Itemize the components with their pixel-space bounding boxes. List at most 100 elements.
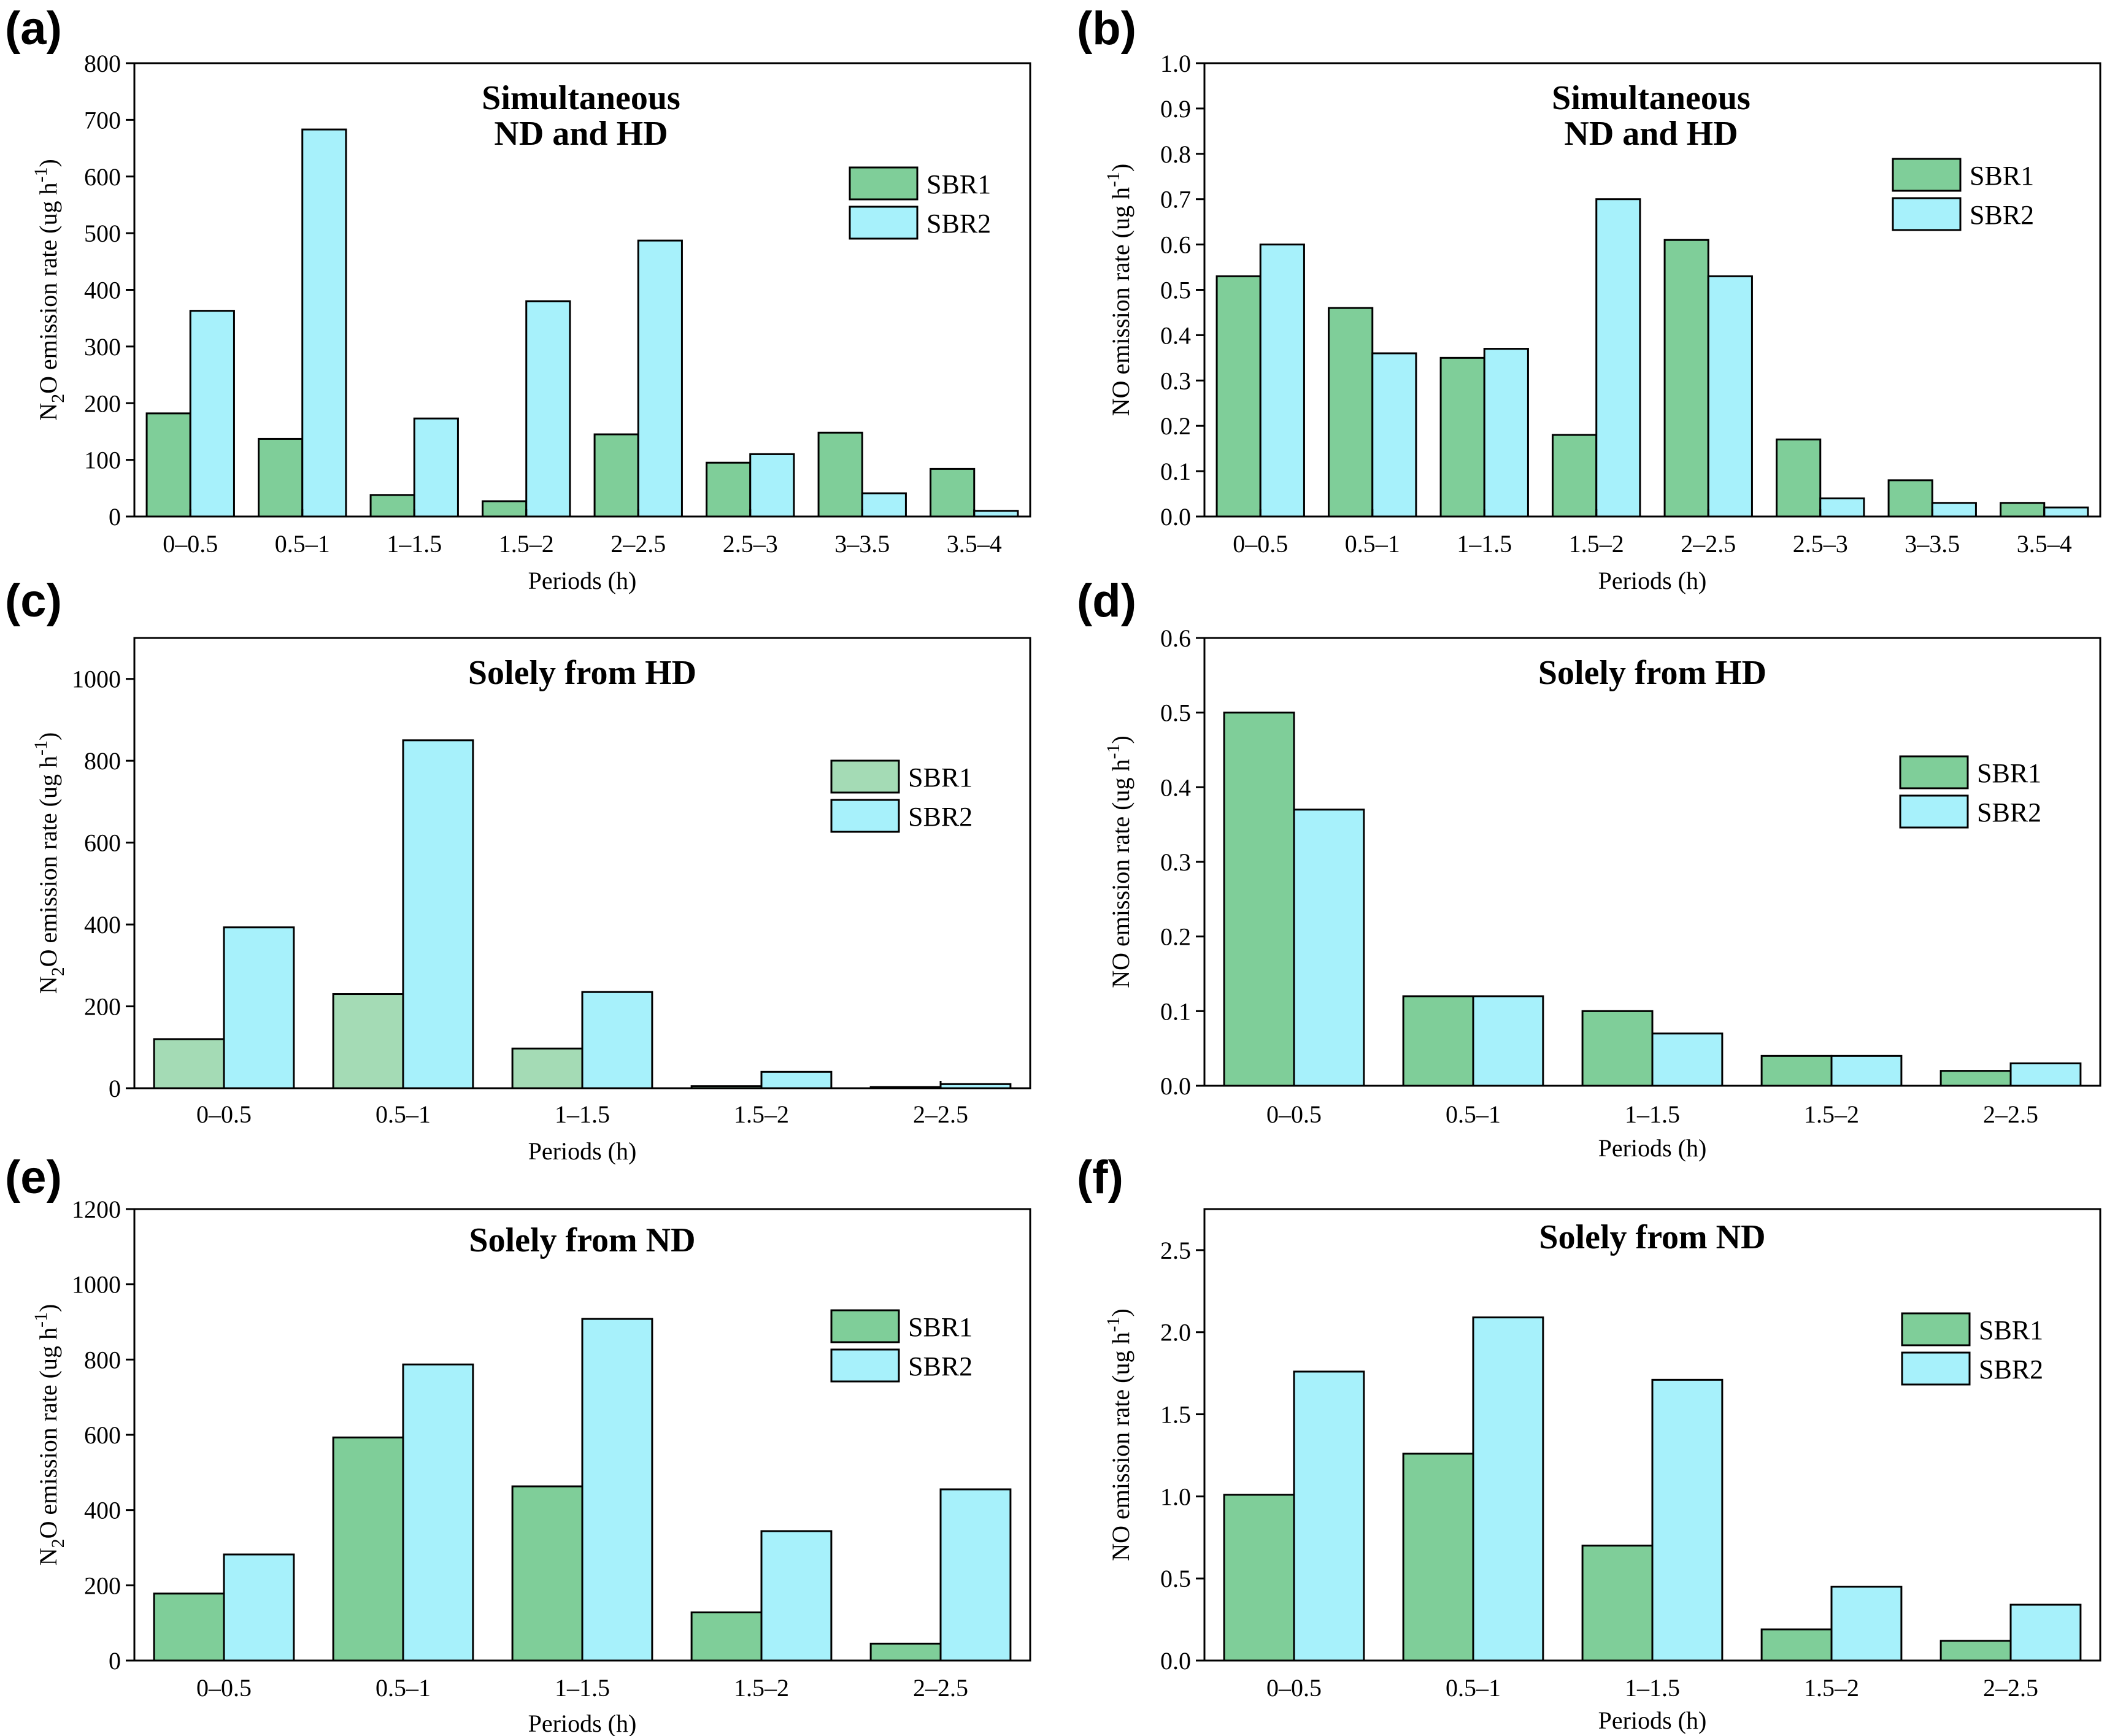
bar-sbr2-4	[760, 1530, 833, 1662]
bar-sbr1-2	[332, 993, 404, 1089]
x-tick-label: 1.5–2	[1804, 1100, 1859, 1128]
bar-sbr2-3	[1483, 348, 1529, 518]
bar-sbr2-1	[1293, 1370, 1365, 1662]
y-tick-label: 1.0	[1160, 50, 1191, 77]
bar-sbr2-5	[2009, 1062, 2082, 1087]
y-tick-label: 1.5	[1160, 1401, 1191, 1429]
bar-sbr1-4	[482, 500, 528, 518]
chart-title: Solely from HD	[1538, 654, 1766, 692]
panel-letter: (c)	[5, 575, 62, 627]
y-tick-label: 0.6	[1160, 231, 1191, 259]
y-axis-title: NO emission rate (ug h-1)	[1103, 735, 1134, 988]
x-axis-title: Periods (h)	[528, 1710, 637, 1736]
chart-title-line: Solely from HD	[1538, 654, 1766, 692]
x-tick-label: 1–1.5	[555, 1100, 610, 1128]
bar-sbr1-8	[2000, 502, 2046, 518]
bar-sbr1-6	[706, 461, 752, 518]
bar-sbr2-3	[1651, 1032, 1724, 1087]
legend-swatch-sbr2	[830, 799, 900, 833]
chart-title-line: Solely from ND	[1539, 1218, 1765, 1256]
legend: SBR1 SBR2	[1899, 755, 2041, 829]
y-tick-label: 0.9	[1160, 95, 1191, 123]
x-tick-label: 0–0.5	[196, 1674, 252, 1702]
bar-sbr2-1	[1259, 244, 1305, 518]
y-tick-label: 0	[109, 1647, 121, 1675]
legend-label-sbr1: SBR1	[1979, 1315, 2043, 1345]
legend-label-sbr1: SBR1	[926, 169, 991, 199]
chart-panel-b: (b) 0–0.5 0.5–1 1–1.5 1.5–2 2–2.5 2.5–3 3–3.5 3.…	[1077, 2, 2101, 594]
bar-sbr2-4	[760, 1070, 833, 1089]
plot-frame	[133, 637, 1031, 1089]
x-axis-title: Periods (h)	[1598, 1707, 1707, 1734]
x-tick-label: 0.5–1	[1446, 1674, 1501, 1702]
x-tick-label: 2.5–3	[1793, 530, 1848, 558]
plot-frame	[133, 62, 1031, 518]
chart-title: Solely from ND	[1539, 1218, 1765, 1256]
bar-sbr2-5	[637, 239, 683, 518]
bar-sbr1-2	[1402, 1453, 1474, 1662]
bar-sbr2-1	[1293, 808, 1365, 1087]
legend: SBR1 SBR2	[830, 1309, 973, 1383]
y-tick-label: 0.8	[1160, 140, 1191, 168]
y-tick-label: 0.1	[1160, 997, 1191, 1025]
y-tick-label: 800	[84, 747, 121, 775]
bar-sbr2-5	[939, 1488, 1012, 1662]
y-tick-label: 800	[84, 50, 121, 77]
y-tick-label: 100	[84, 447, 121, 474]
x-tick-label: 1–1.5	[1625, 1674, 1680, 1702]
bar-sbr1-1	[145, 412, 191, 518]
legend-label-sbr2: SBR2	[1977, 797, 2041, 828]
y-tick-label: 300	[84, 333, 121, 361]
y-title-superscript: -1	[1103, 744, 1123, 759]
legend-swatch-sbr2	[830, 1348, 900, 1383]
bar-sbr2-2	[1371, 352, 1417, 518]
bar-sbr2-6	[749, 453, 795, 518]
y-tick-label: 0.3	[1160, 367, 1191, 394]
x-tick-label: 0–0.5	[1266, 1100, 1322, 1128]
y-title-part: N	[34, 976, 62, 994]
chart-title: Solely from ND	[469, 1221, 695, 1259]
bar-sbr2-3	[1651, 1378, 1724, 1662]
bar-sbr1-1	[1215, 275, 1262, 518]
bar-sbr1-2	[1328, 307, 1374, 518]
bar-sbr1-4	[690, 1611, 763, 1662]
bar-sbr2-5	[2009, 1603, 2082, 1662]
y-tick-label: 200	[84, 1572, 121, 1599]
x-tick-label: 0–0.5	[196, 1100, 252, 1128]
x-tick-label: 3–3.5	[1905, 530, 1960, 558]
legend: SBR1 SBR2	[830, 759, 973, 833]
legend: SBR1 SBR2	[1901, 1312, 2043, 1386]
y-title-superscript: -1	[31, 740, 51, 756]
bar-sbr1-1	[153, 1592, 225, 1662]
y-axis-title: NO emission rate (ug h-1)	[1103, 1308, 1134, 1561]
y-axis-title: NO emission rate (ug h-1)	[1103, 164, 1134, 417]
y-title-part: N	[34, 403, 62, 421]
plot-frame	[133, 1208, 1031, 1662]
y-tick-label: 0.0	[1160, 1647, 1191, 1675]
legend-swatch-sbr2	[1901, 1351, 1971, 1386]
bar-sbr2-1	[223, 1553, 295, 1662]
y-tick-label: 700	[84, 106, 121, 134]
bar-sbr1-3	[511, 1485, 584, 1662]
x-tick-label: 1.5–2	[499, 530, 554, 558]
y-tick-label: 0.3	[1160, 848, 1191, 876]
bar-sbr1-5	[869, 1642, 942, 1662]
y-tick-label: 200	[84, 390, 121, 417]
bar-sbr2-6	[1819, 497, 1865, 518]
bar-sbr1-4	[1552, 434, 1598, 518]
y-title-superscript: -1	[31, 1312, 51, 1327]
bar-sbr2-7	[861, 492, 907, 518]
bar-sbr2-2	[402, 739, 474, 1089]
panel-letter: (f)	[1077, 1151, 1123, 1204]
y-title-part: NO emission rate (ug h	[1107, 759, 1134, 988]
y-title-part: NO emission rate (ug h	[1107, 1332, 1134, 1561]
legend-swatch-sbr2	[1892, 197, 1962, 231]
chart-panel-e: (e) 0–0.5 0.5–1 1–1.5 1.5–2 2–2.5 0 200 400 600 80…	[5, 1151, 1031, 1736]
y-title-part: NO emission rate (ug h	[1107, 187, 1134, 416]
legend-label-sbr1: SBR1	[1977, 758, 2041, 788]
x-axis-title: Periods (h)	[528, 1137, 637, 1165]
bar-sbr1-4	[1760, 1054, 1833, 1087]
chart-title-line: Solely from ND	[469, 1221, 695, 1259]
legend-swatch-sbr1	[830, 1309, 900, 1343]
y-title-part: )	[1107, 735, 1134, 743]
